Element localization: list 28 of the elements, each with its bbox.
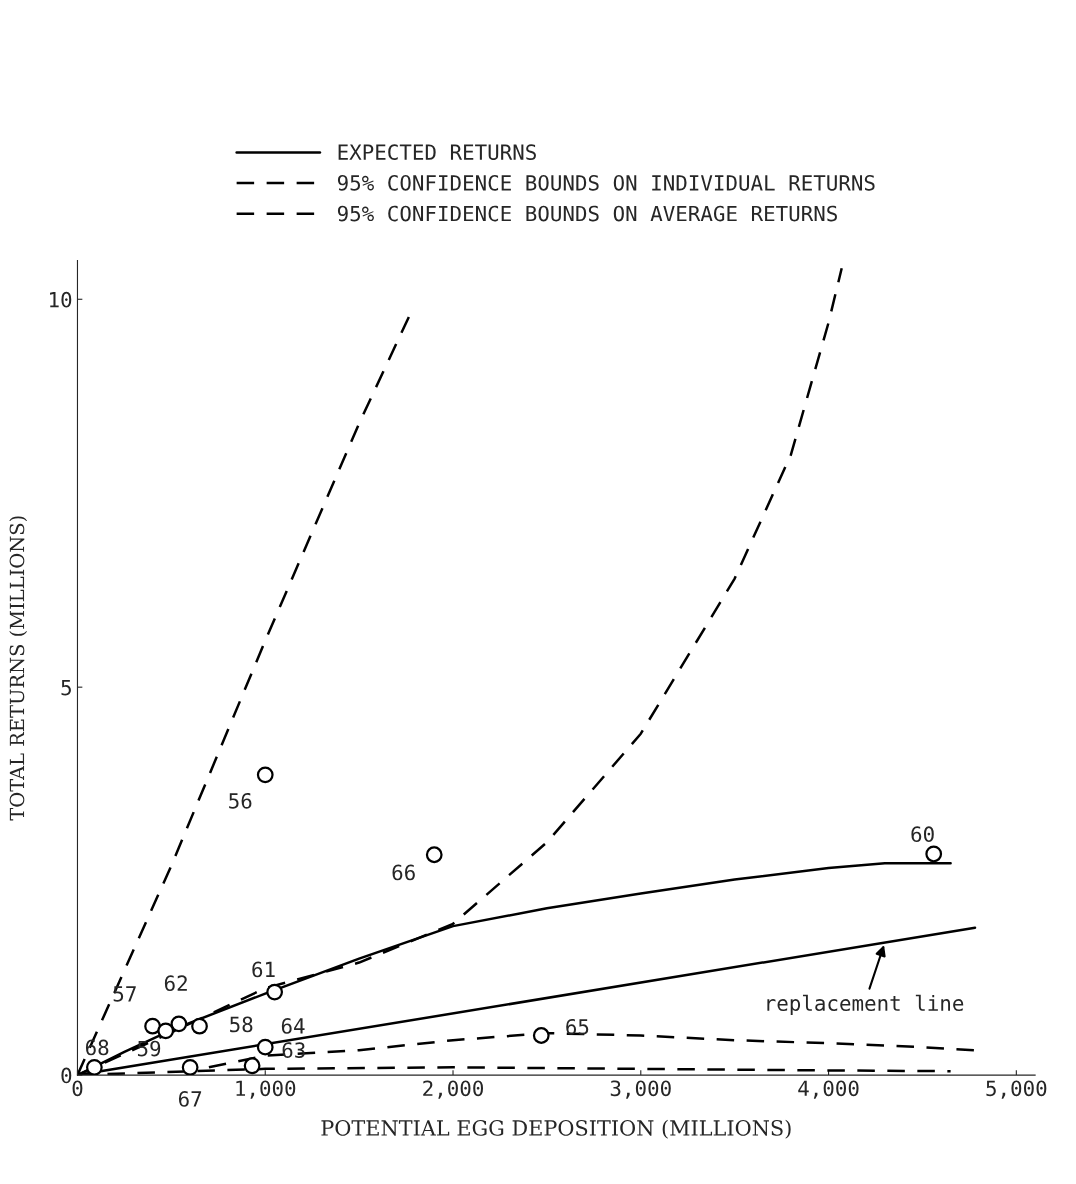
y-tick-label: 10 (50, 291, 72, 308)
x-axis-title: POTENTIAL EGG DEPOSITION (MILLIONS) (321, 1119, 791, 1139)
annotation: 62 (164, 975, 187, 992)
annotation: 56 (229, 792, 252, 809)
legend-label: 95% CONFIDENCE BOUNDS ON AVERAGE RETURNS (337, 205, 837, 222)
legend-label: 95% CONFIDENCE BOUNDS ON INDIVIDUAL RETURNS (337, 174, 875, 191)
y-axis-title: TOTAL RETURNS (MILLIONS) (9, 516, 28, 821)
annotation: 61 (252, 961, 275, 978)
annotation: 60 (911, 826, 934, 843)
annotation: 67 (178, 1090, 202, 1107)
annotation: 65 (566, 1018, 589, 1035)
legend-label: EXPECTED RETURNS (338, 144, 536, 161)
annotation: 64 (281, 1018, 305, 1034)
x-tick-label: 5,000 (986, 1080, 1047, 1099)
annotation: 66 (392, 864, 415, 881)
y-tick-label: 5 (61, 679, 71, 696)
annotation: replacement line (767, 994, 964, 1016)
annotation: 57 (113, 986, 136, 1002)
x-tick-label: 0 (72, 1080, 83, 1097)
x-tick-label: 1,000 (236, 1080, 296, 1099)
annotation: 63 (282, 1042, 305, 1058)
annotation: 58 (230, 1016, 253, 1033)
x-tick-label: 3,000 (610, 1080, 671, 1099)
x-tick-label: 4,000 (798, 1080, 859, 1099)
y-tick-label: 0 (61, 1067, 72, 1084)
x-tick-label: 2,000 (423, 1080, 484, 1099)
annotation: 59 (137, 1040, 161, 1057)
annotation: 68 (85, 1039, 109, 1056)
